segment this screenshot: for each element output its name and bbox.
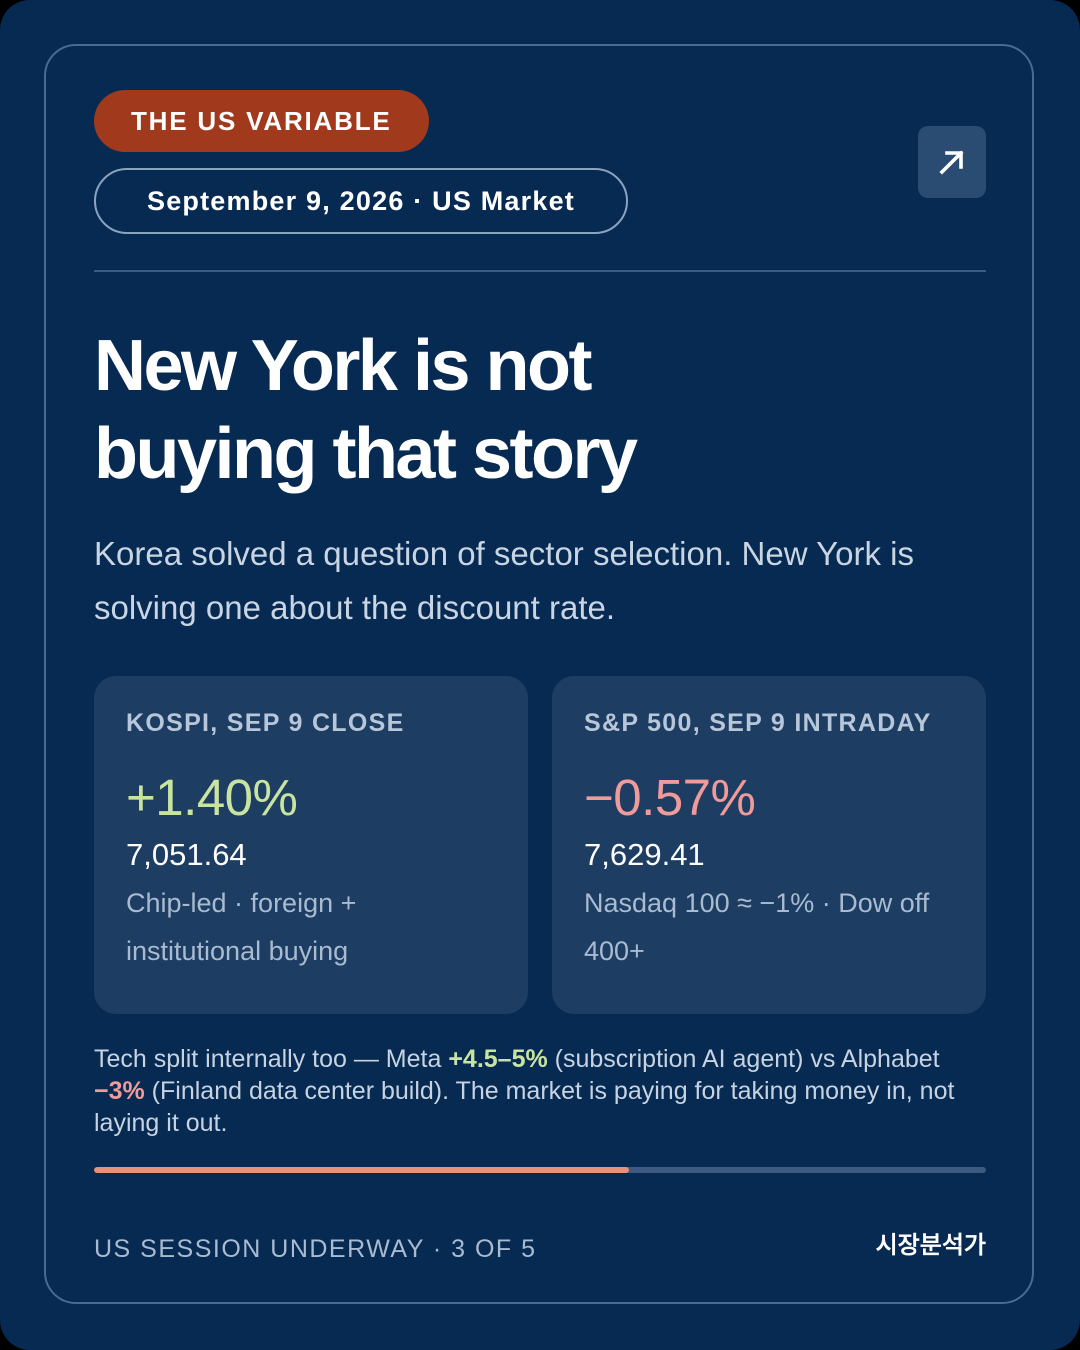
stat-note: Nasdaq 100 ≈ −1% · Dow off 400+ xyxy=(584,888,930,966)
stat-change: −0.57% xyxy=(584,769,756,826)
headline: New York is not buying that story xyxy=(94,322,994,498)
section-tag: THE US VARIABLE xyxy=(94,90,429,152)
slide-card xyxy=(44,44,1034,1304)
footnote: Tech split internally too — Meta +4.5–5%… xyxy=(94,1043,994,1139)
footnote-text: (Finland data center build). The market … xyxy=(94,1077,955,1137)
footnote-text: Tech split internally too — Meta xyxy=(94,1045,449,1073)
arrow-up-right-icon xyxy=(939,150,964,175)
date-market-pill: September 9, 2026 · US Market xyxy=(94,168,628,234)
stat-change: +1.40% xyxy=(126,769,298,826)
stat-card-kospi: KOSPI, SEP 9 CLOSE +1.40% 7,051.64 Chip-… xyxy=(94,676,528,1014)
stat-value: 7,629.41 xyxy=(584,837,705,872)
progress-fill xyxy=(94,1167,630,1173)
stat-label: S&P 500, SEP 9 INTRADAY xyxy=(584,709,932,737)
subheadline: Korea solved a question of sector select… xyxy=(94,535,914,626)
brand-name: 시장분석가 xyxy=(875,1232,986,1259)
session-status: US SESSION UNDERWAY · 3 OF 5 xyxy=(94,1235,537,1263)
headline-line-1: New York is not xyxy=(94,326,592,406)
stat-card-sp500: S&P 500, SEP 9 INTRADAY −0.57% 7,629.41 … xyxy=(552,676,986,1014)
header-divider xyxy=(94,270,986,272)
stat-label: KOSPI, SEP 9 CLOSE xyxy=(126,709,405,737)
stat-note: Chip-led · foreign + institutional buyin… xyxy=(126,888,357,966)
footnote-text: (subscription AI agent) vs Alphabet xyxy=(547,1045,940,1073)
progress-bar xyxy=(94,1167,986,1173)
share-button[interactable] xyxy=(918,126,986,198)
alphabet-change: −3% xyxy=(94,1077,145,1105)
meta-change: +4.5–5% xyxy=(448,1045,548,1073)
headline-line-2: buying that story xyxy=(94,414,638,494)
stat-value: 7,051.64 xyxy=(126,837,247,872)
